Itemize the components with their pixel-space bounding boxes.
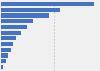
Bar — [1, 31, 21, 35]
Bar — [1, 8, 60, 12]
Bar — [1, 36, 16, 40]
Bar — [1, 48, 11, 52]
Bar — [1, 53, 8, 58]
Bar — [1, 59, 6, 63]
Bar — [1, 2, 94, 6]
Bar — [1, 42, 13, 46]
Bar — [1, 19, 33, 23]
Bar — [1, 25, 27, 29]
Bar — [1, 65, 3, 69]
Bar — [1, 13, 49, 18]
